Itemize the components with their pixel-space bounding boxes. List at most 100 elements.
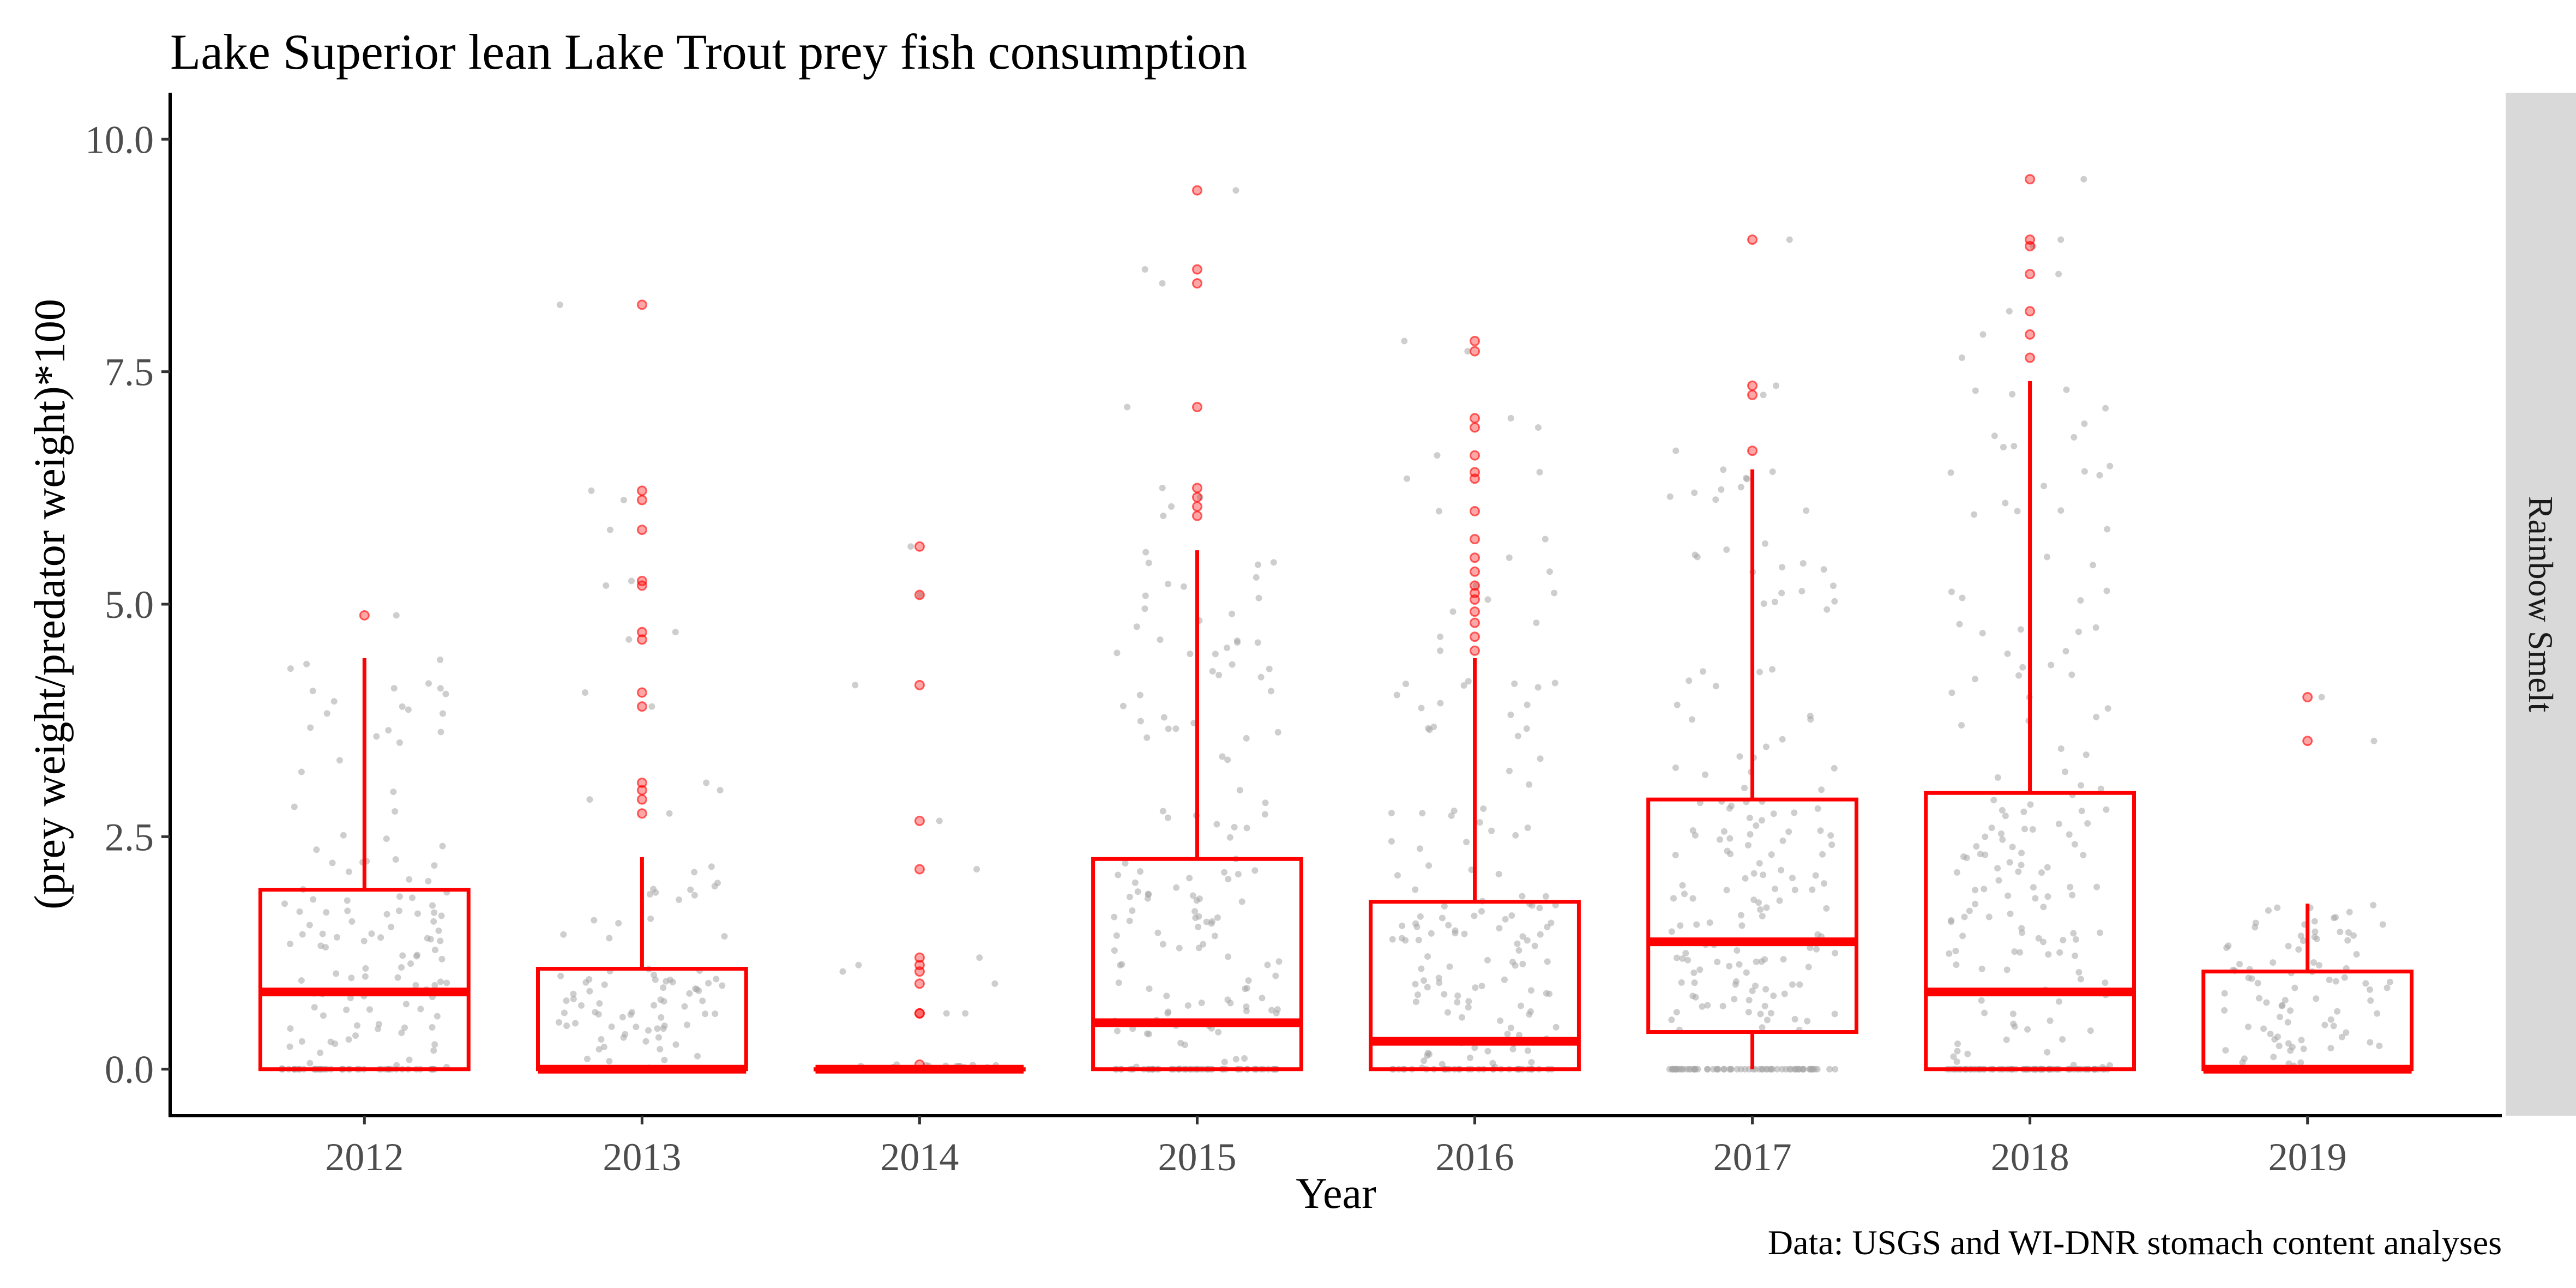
jitter-point	[1812, 872, 1819, 879]
jitter-point	[1241, 1055, 1248, 1062]
jitter-point	[1173, 884, 1180, 891]
jitter-point	[2092, 624, 2099, 631]
jitter-point	[1454, 998, 1461, 1006]
jitter-point	[1714, 959, 1721, 966]
jitter-point	[2069, 892, 2076, 899]
jitter-point	[1973, 843, 1980, 850]
jitter-point	[2103, 587, 2110, 594]
jitter-point	[1180, 583, 1187, 590]
jitter-point	[1509, 959, 1516, 966]
jitter-point	[1731, 996, 1738, 1003]
jitter-point	[1677, 922, 1684, 929]
jitter-point	[287, 1025, 294, 1032]
jitter-point	[2003, 1036, 2010, 1043]
jitter-point	[1718, 486, 1725, 493]
jitter-point	[1988, 824, 1995, 832]
jitter-point	[1418, 705, 1425, 712]
jitter-point	[2057, 507, 2065, 514]
jitter-point	[1999, 806, 2006, 814]
jitter-point	[1484, 956, 1491, 964]
jitter-point	[2278, 1002, 2285, 1009]
jitter-point	[417, 1006, 424, 1013]
jitter-point	[719, 982, 726, 989]
jitter-point	[1689, 827, 1696, 834]
jitter-point	[660, 984, 667, 991]
jitter-point	[1689, 895, 1696, 902]
jitter-point	[2248, 975, 2255, 982]
jitter-point	[1524, 1047, 1531, 1054]
outlier-point	[636, 785, 647, 796]
jitter-point	[1536, 468, 1543, 476]
jitter-point	[2345, 929, 2352, 936]
outlier-point	[1470, 346, 1480, 357]
jitter-point	[2056, 949, 2063, 956]
jitter-point	[399, 703, 406, 710]
jitter-point	[1245, 977, 1252, 984]
jitter-point	[855, 961, 862, 968]
jitter-point	[2353, 950, 2360, 958]
jitter-point	[1728, 802, 1735, 809]
jitter-point	[1551, 679, 1558, 687]
jitter-point	[699, 997, 706, 1004]
jitter-point	[1434, 452, 1441, 459]
jitter-point	[1953, 961, 1960, 968]
jitter-point	[385, 727, 392, 734]
jitter-point	[1388, 838, 1395, 845]
jitter-point	[1232, 187, 1239, 194]
outlier-point	[1470, 413, 1480, 424]
jitter-point	[1448, 812, 1455, 819]
jitter-point	[1803, 507, 1810, 514]
jitter-point	[646, 891, 653, 898]
jitter-point	[352, 1032, 359, 1039]
jitter-point	[2011, 1023, 2018, 1030]
jitter-point	[438, 912, 445, 919]
outlier-point	[1747, 380, 1758, 391]
jitter-point	[354, 1022, 361, 1029]
jitter-point	[1789, 875, 1796, 882]
box-iqr	[1369, 900, 1581, 1072]
jitter-point	[1235, 871, 1242, 878]
jitter-point	[711, 883, 718, 890]
jitter-point	[2000, 444, 2007, 451]
jitter-point	[1948, 588, 1955, 595]
outlier-point	[1191, 510, 1202, 521]
jitter-point	[1452, 930, 1459, 937]
x-tick-label: 2017	[1713, 1135, 1792, 1179]
jitter-point	[2327, 1016, 2334, 1023]
jitter-point	[1198, 999, 1205, 1006]
jitter-point	[2055, 270, 2062, 278]
box-iqr	[1646, 797, 1858, 1034]
jitter-point	[2057, 236, 2065, 243]
jitter-point	[2366, 986, 2373, 993]
jitter-point	[1111, 947, 1118, 954]
jitter-point	[2341, 974, 2348, 981]
jitter-point	[1176, 944, 1183, 952]
outlier-point	[636, 575, 647, 586]
jitter-point	[437, 978, 444, 985]
jitter-point	[2035, 935, 2042, 942]
outlier-point	[1470, 467, 1480, 478]
jitter-point	[721, 933, 728, 940]
jitter-point	[1531, 942, 1538, 949]
jitter-point	[1726, 962, 1733, 970]
jitter-point	[1959, 932, 1966, 940]
jitter-point	[1995, 877, 2002, 884]
jitter-point	[1472, 984, 1479, 991]
jitter-point	[2263, 999, 2270, 1006]
jitter-point	[1536, 905, 1543, 912]
jitter-point	[1215, 1028, 1222, 1036]
jitter-point	[648, 703, 655, 710]
jitter-point	[583, 1055, 591, 1062]
jitter-point	[1428, 930, 1435, 937]
jitter-point	[1755, 899, 1762, 906]
jitter-point	[976, 954, 983, 961]
jitter-point	[1159, 280, 1166, 287]
jitter-point	[2282, 997, 2289, 1004]
jitter-point	[401, 1024, 408, 1031]
jitter-point	[1964, 1050, 1971, 1057]
jitter-point	[1136, 868, 1143, 875]
outlier-point	[914, 679, 925, 690]
jitter-point	[2330, 1022, 2337, 1030]
jitter-point	[1768, 851, 1775, 858]
jitter-point	[2041, 483, 2048, 490]
